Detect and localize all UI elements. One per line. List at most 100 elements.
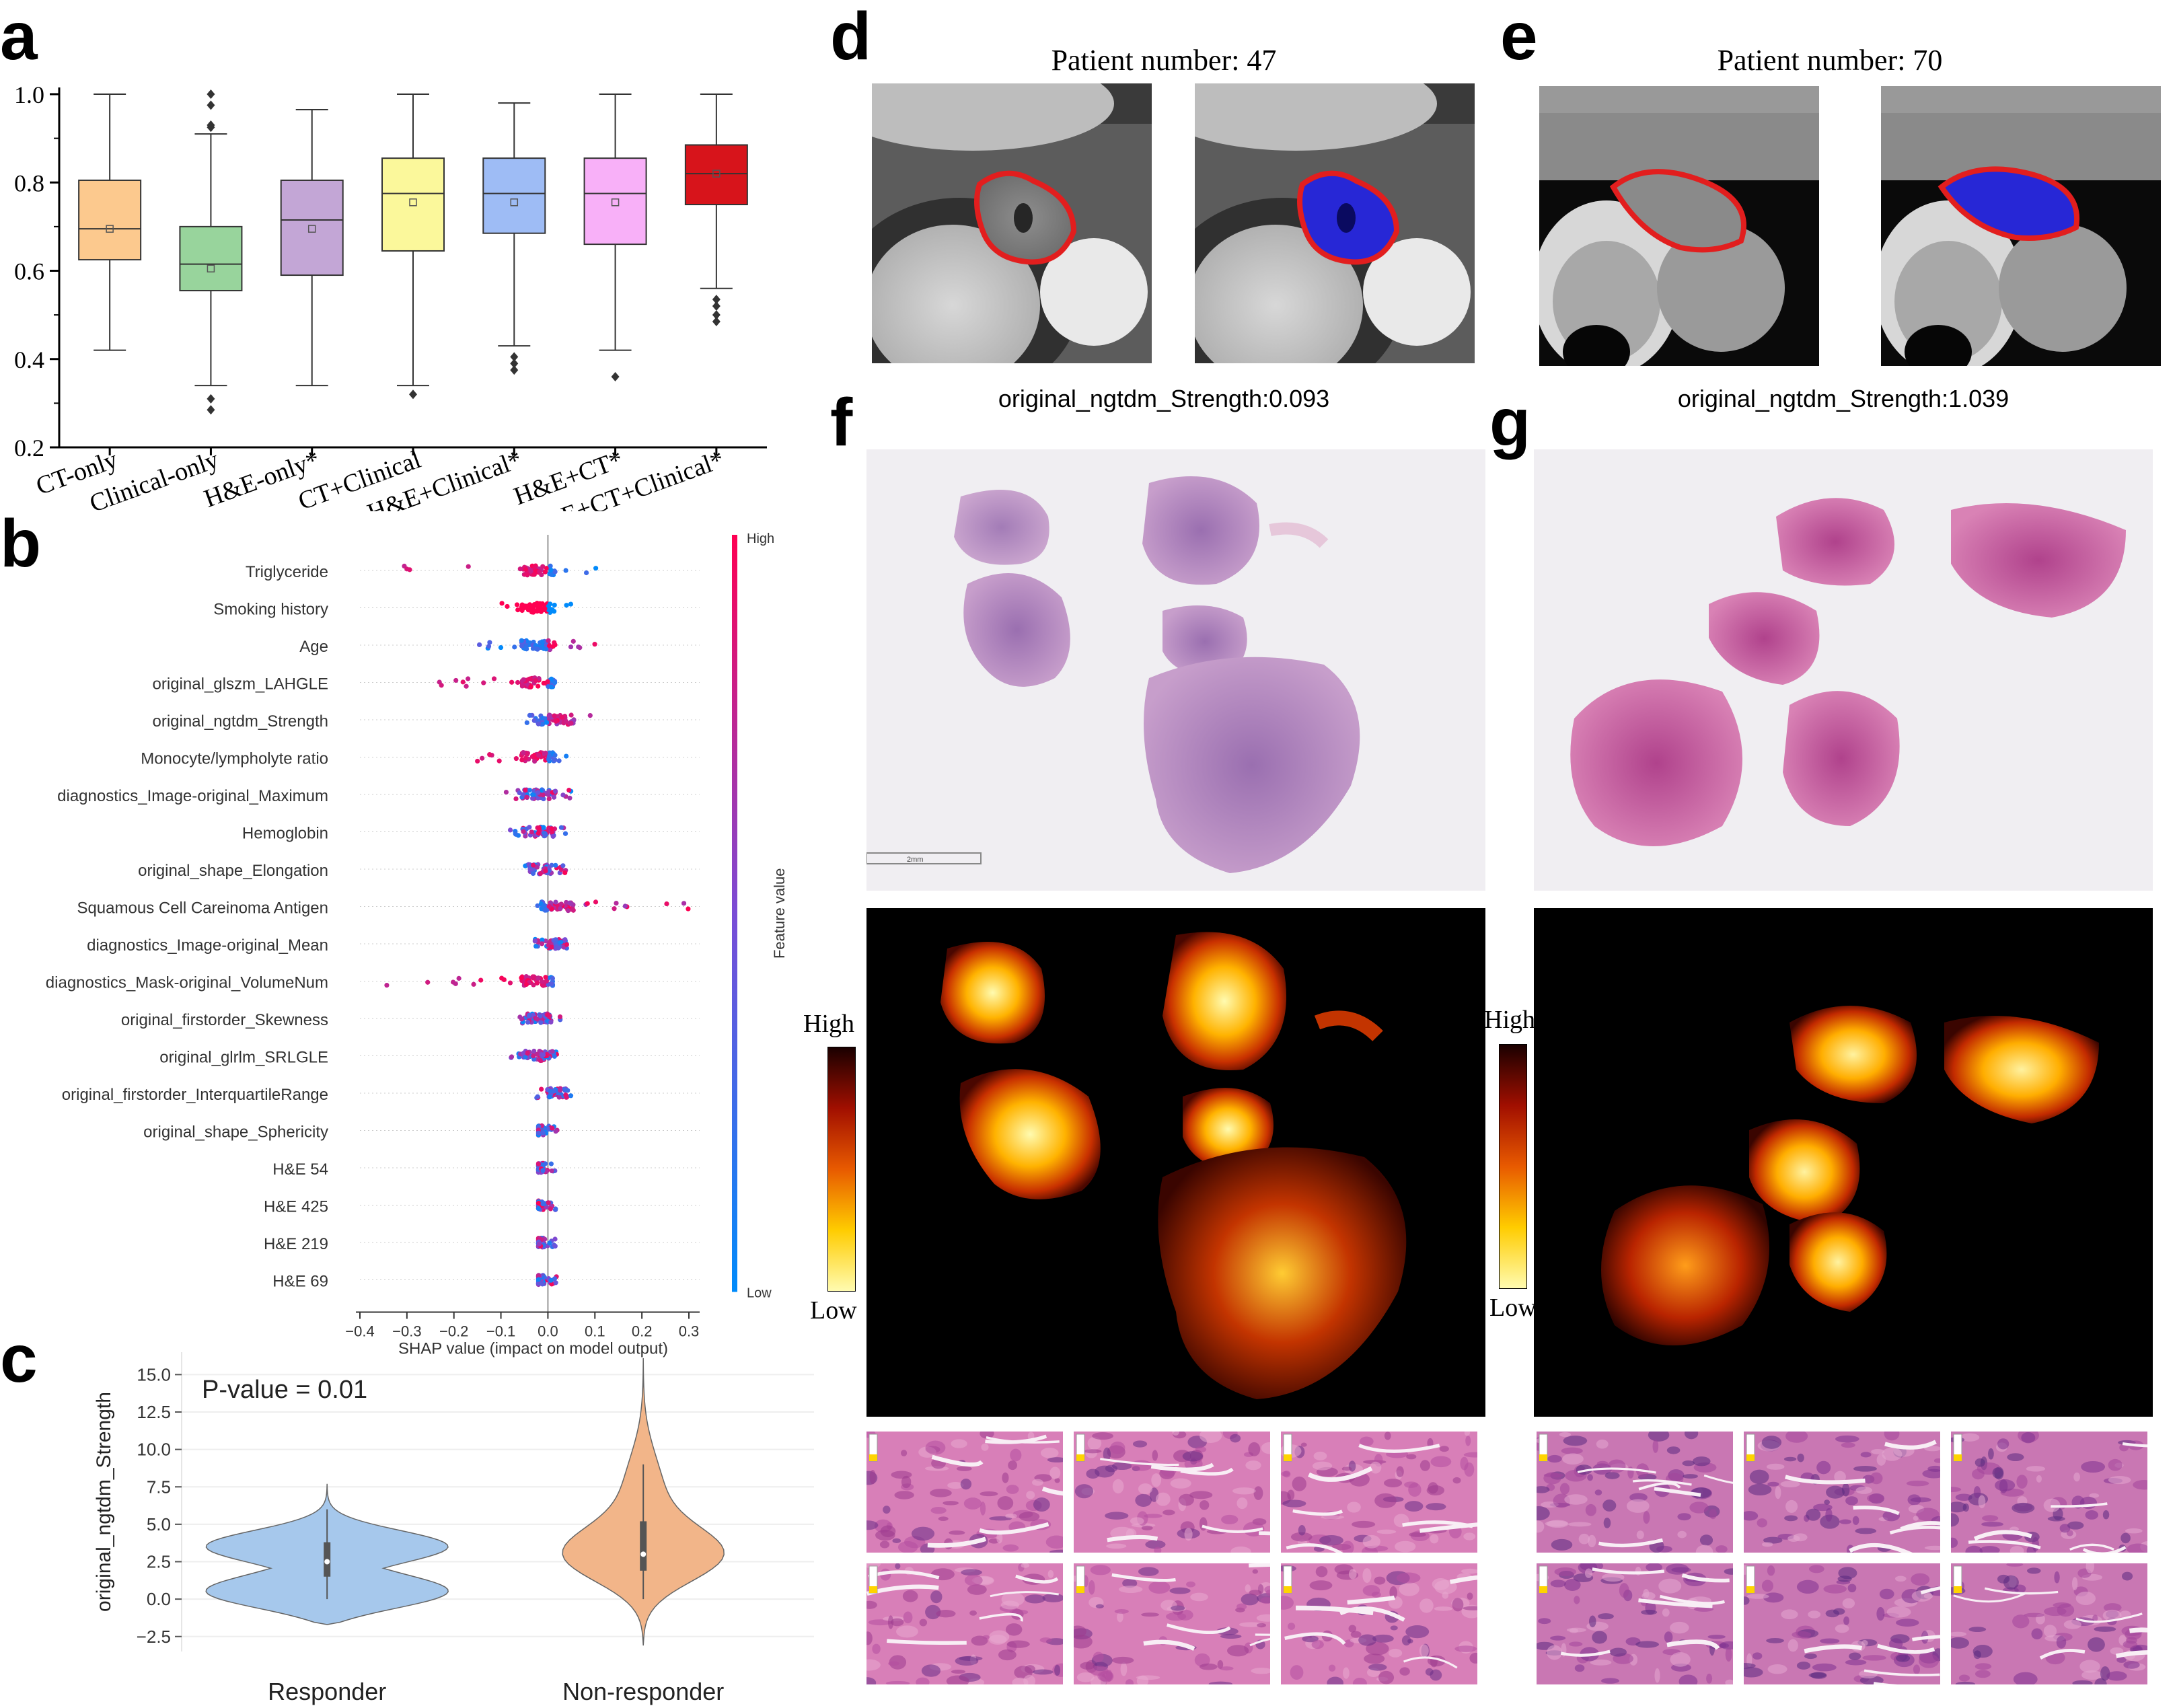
shap-point bbox=[513, 755, 519, 762]
shap-point bbox=[534, 980, 540, 986]
shap-point bbox=[552, 568, 557, 574]
shap-point bbox=[536, 830, 542, 836]
shap-point bbox=[527, 825, 532, 830]
shap-point bbox=[547, 712, 552, 718]
shap-point bbox=[536, 790, 541, 795]
shap-point bbox=[547, 1094, 552, 1100]
y-tick-label: 0.2 bbox=[14, 435, 44, 461]
shap-point bbox=[558, 901, 564, 907]
he-tile bbox=[866, 1432, 1063, 1553]
shap-point bbox=[519, 757, 525, 763]
shap-point bbox=[552, 640, 557, 645]
shap-point bbox=[528, 568, 533, 574]
shap-point bbox=[523, 566, 529, 572]
y-tick-label: 0.8 bbox=[14, 170, 44, 196]
shap-point bbox=[549, 944, 554, 950]
y-axis-label: original_ngtdm_Strength bbox=[93, 1392, 115, 1612]
shap-point bbox=[553, 944, 559, 950]
x-tick-label: 0.3 bbox=[679, 1323, 700, 1340]
shap-point bbox=[514, 602, 520, 607]
panel-letter-d: d bbox=[830, 0, 872, 74]
shap-point bbox=[549, 1282, 554, 1287]
shap-point bbox=[568, 720, 574, 726]
colorbar-high-label: High bbox=[747, 531, 774, 546]
shap-point bbox=[528, 605, 533, 610]
shap-point bbox=[558, 1088, 563, 1093]
shap-point bbox=[612, 906, 617, 912]
shap-point bbox=[521, 1051, 526, 1056]
shap-point bbox=[525, 1020, 531, 1025]
shap-point bbox=[552, 1088, 557, 1094]
shap-point bbox=[491, 676, 497, 681]
feature-label: diagnostics_Image-original_Mean bbox=[87, 936, 328, 955]
shap-point bbox=[567, 795, 573, 801]
shap-point bbox=[532, 938, 538, 944]
ct-scan-patient-70-segmented bbox=[1881, 86, 2161, 366]
shap-point bbox=[480, 755, 485, 761]
box-3 bbox=[381, 94, 445, 400]
feature-label: H&E 69 bbox=[272, 1273, 328, 1291]
he-tile bbox=[1281, 1432, 1477, 1553]
shap-point bbox=[466, 676, 471, 681]
box-iqr bbox=[482, 157, 546, 234]
shap-point bbox=[553, 718, 559, 724]
box-mean bbox=[611, 198, 620, 207]
feature-label: H&E 54 bbox=[272, 1160, 328, 1179]
shap-point bbox=[542, 606, 548, 611]
box-iqr bbox=[684, 144, 748, 206]
shap-point bbox=[563, 568, 568, 573]
box-mean bbox=[106, 225, 114, 233]
shap-point bbox=[540, 1168, 546, 1173]
shap-point bbox=[536, 1277, 542, 1282]
box-mean bbox=[307, 225, 316, 233]
shap-point bbox=[532, 564, 538, 570]
shap-point bbox=[553, 1206, 558, 1212]
he-tile bbox=[1074, 1563, 1270, 1684]
shap-point bbox=[533, 943, 539, 949]
shap-point bbox=[556, 1094, 562, 1100]
shap-point bbox=[544, 646, 549, 652]
shap-point bbox=[476, 642, 482, 648]
shap-point bbox=[553, 1129, 558, 1134]
shap-point bbox=[686, 906, 691, 912]
shap-point bbox=[538, 608, 544, 614]
shap-point bbox=[593, 899, 599, 905]
shap-point bbox=[548, 981, 554, 986]
shap-point bbox=[568, 601, 574, 607]
shap-point bbox=[550, 975, 556, 981]
shap-point bbox=[548, 684, 554, 690]
shap-point bbox=[536, 721, 541, 727]
ct-scan-patient-47-segmented bbox=[1195, 83, 1475, 363]
feature-label: Hemoglobin bbox=[242, 825, 328, 843]
shap-point bbox=[546, 603, 551, 609]
shap-point bbox=[527, 788, 533, 793]
he-tile bbox=[1537, 1432, 1733, 1553]
shap-point bbox=[553, 862, 558, 868]
he-tile bbox=[1074, 1432, 1270, 1553]
shap-point bbox=[404, 566, 410, 572]
box-0 bbox=[78, 94, 142, 351]
shap-point bbox=[552, 1243, 558, 1249]
shap-point bbox=[531, 862, 536, 868]
shap-point bbox=[453, 981, 458, 986]
shap-point bbox=[540, 1052, 546, 1057]
shap-point bbox=[664, 901, 669, 907]
panel-letter-f: f bbox=[830, 385, 853, 460]
shap-point bbox=[475, 758, 480, 764]
shap-point bbox=[548, 1206, 554, 1212]
x-axis-label: SHAP value (impact on model output) bbox=[398, 1340, 668, 1358]
x-tick-label: Non-responder bbox=[562, 1678, 724, 1705]
y-tick-label: 1.0 bbox=[14, 81, 44, 108]
shap-point bbox=[384, 982, 390, 988]
shap-point bbox=[568, 712, 574, 718]
feature-label: H&E 425 bbox=[264, 1198, 328, 1216]
shap-point bbox=[587, 713, 593, 718]
shap-point bbox=[496, 758, 502, 764]
shap-point bbox=[530, 975, 536, 981]
shap-point bbox=[524, 751, 530, 757]
shap-point bbox=[546, 903, 552, 909]
shap-point bbox=[549, 572, 554, 577]
shap-point bbox=[513, 831, 518, 836]
shap-point bbox=[529, 609, 535, 615]
x-tick-label: −0.1 bbox=[486, 1323, 515, 1340]
